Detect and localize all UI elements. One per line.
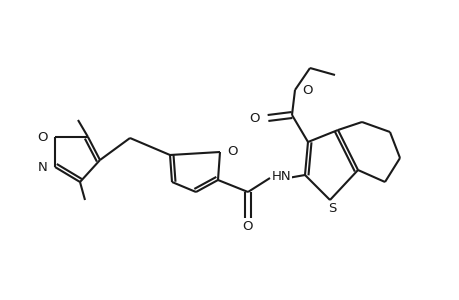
Text: S: S [327, 202, 336, 215]
Text: O: O [38, 130, 48, 143]
Text: O: O [249, 112, 259, 124]
Text: O: O [242, 220, 253, 232]
Text: N: N [38, 160, 48, 173]
Text: O: O [226, 145, 237, 158]
Text: O: O [302, 83, 312, 97]
Text: HN: HN [271, 169, 291, 182]
